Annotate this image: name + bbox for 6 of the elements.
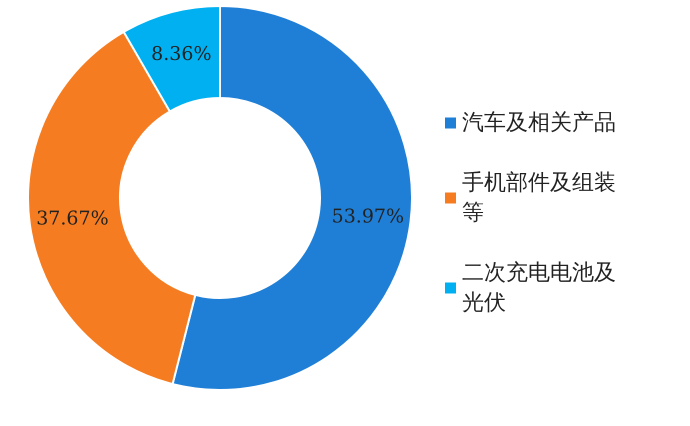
data-label: 8.36% xyxy=(151,43,212,66)
legend-label: 二次充电电池及光伏 xyxy=(462,260,616,316)
legend-label: 手机部件及组装等 xyxy=(462,170,616,226)
data-label: 53.97% xyxy=(332,206,404,228)
data-label: 37.67% xyxy=(36,207,109,230)
legend-label: 汽车及相关产品 xyxy=(462,110,616,136)
